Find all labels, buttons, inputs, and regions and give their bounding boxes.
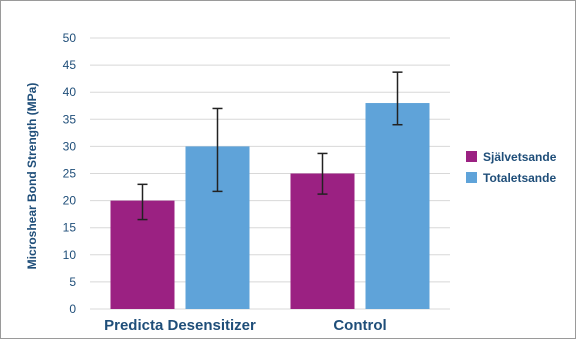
y-tick-label: 45 bbox=[63, 58, 77, 72]
error-bars bbox=[137, 71, 403, 221]
legend: Självetsande Totaletsande bbox=[466, 150, 557, 185]
x-category-label: Control bbox=[333, 317, 386, 334]
x-category-label: Predicta Desensitizer bbox=[104, 317, 256, 334]
bar bbox=[290, 173, 355, 309]
y-axis-label: Microshear Bond Strength (MPa) bbox=[25, 83, 39, 270]
legend-label: Totaletsande bbox=[483, 171, 556, 185]
x-tick-labels: Predicta Desensitizer Control bbox=[104, 317, 387, 334]
y-tick-label: 0 bbox=[69, 302, 76, 316]
legend-swatch bbox=[466, 151, 477, 162]
y-tick-label: 5 bbox=[69, 275, 76, 289]
bar bbox=[365, 103, 430, 309]
legend-label: Självetsande bbox=[483, 150, 557, 164]
y-tick-label: 30 bbox=[63, 139, 77, 153]
y-tick-label: 20 bbox=[63, 194, 77, 208]
y-tick-label: 25 bbox=[63, 167, 77, 181]
y-tick-label: 10 bbox=[63, 248, 77, 262]
y-tick-labels: 0 5 10 15 20 25 30 35 40 45 50 bbox=[63, 31, 77, 316]
y-tick-label: 50 bbox=[63, 31, 77, 45]
y-tick-label: 35 bbox=[63, 112, 77, 126]
bars bbox=[110, 103, 430, 309]
y-tick-label: 40 bbox=[63, 85, 77, 99]
y-tick-label: 15 bbox=[63, 221, 77, 235]
legend-swatch bbox=[466, 172, 477, 183]
